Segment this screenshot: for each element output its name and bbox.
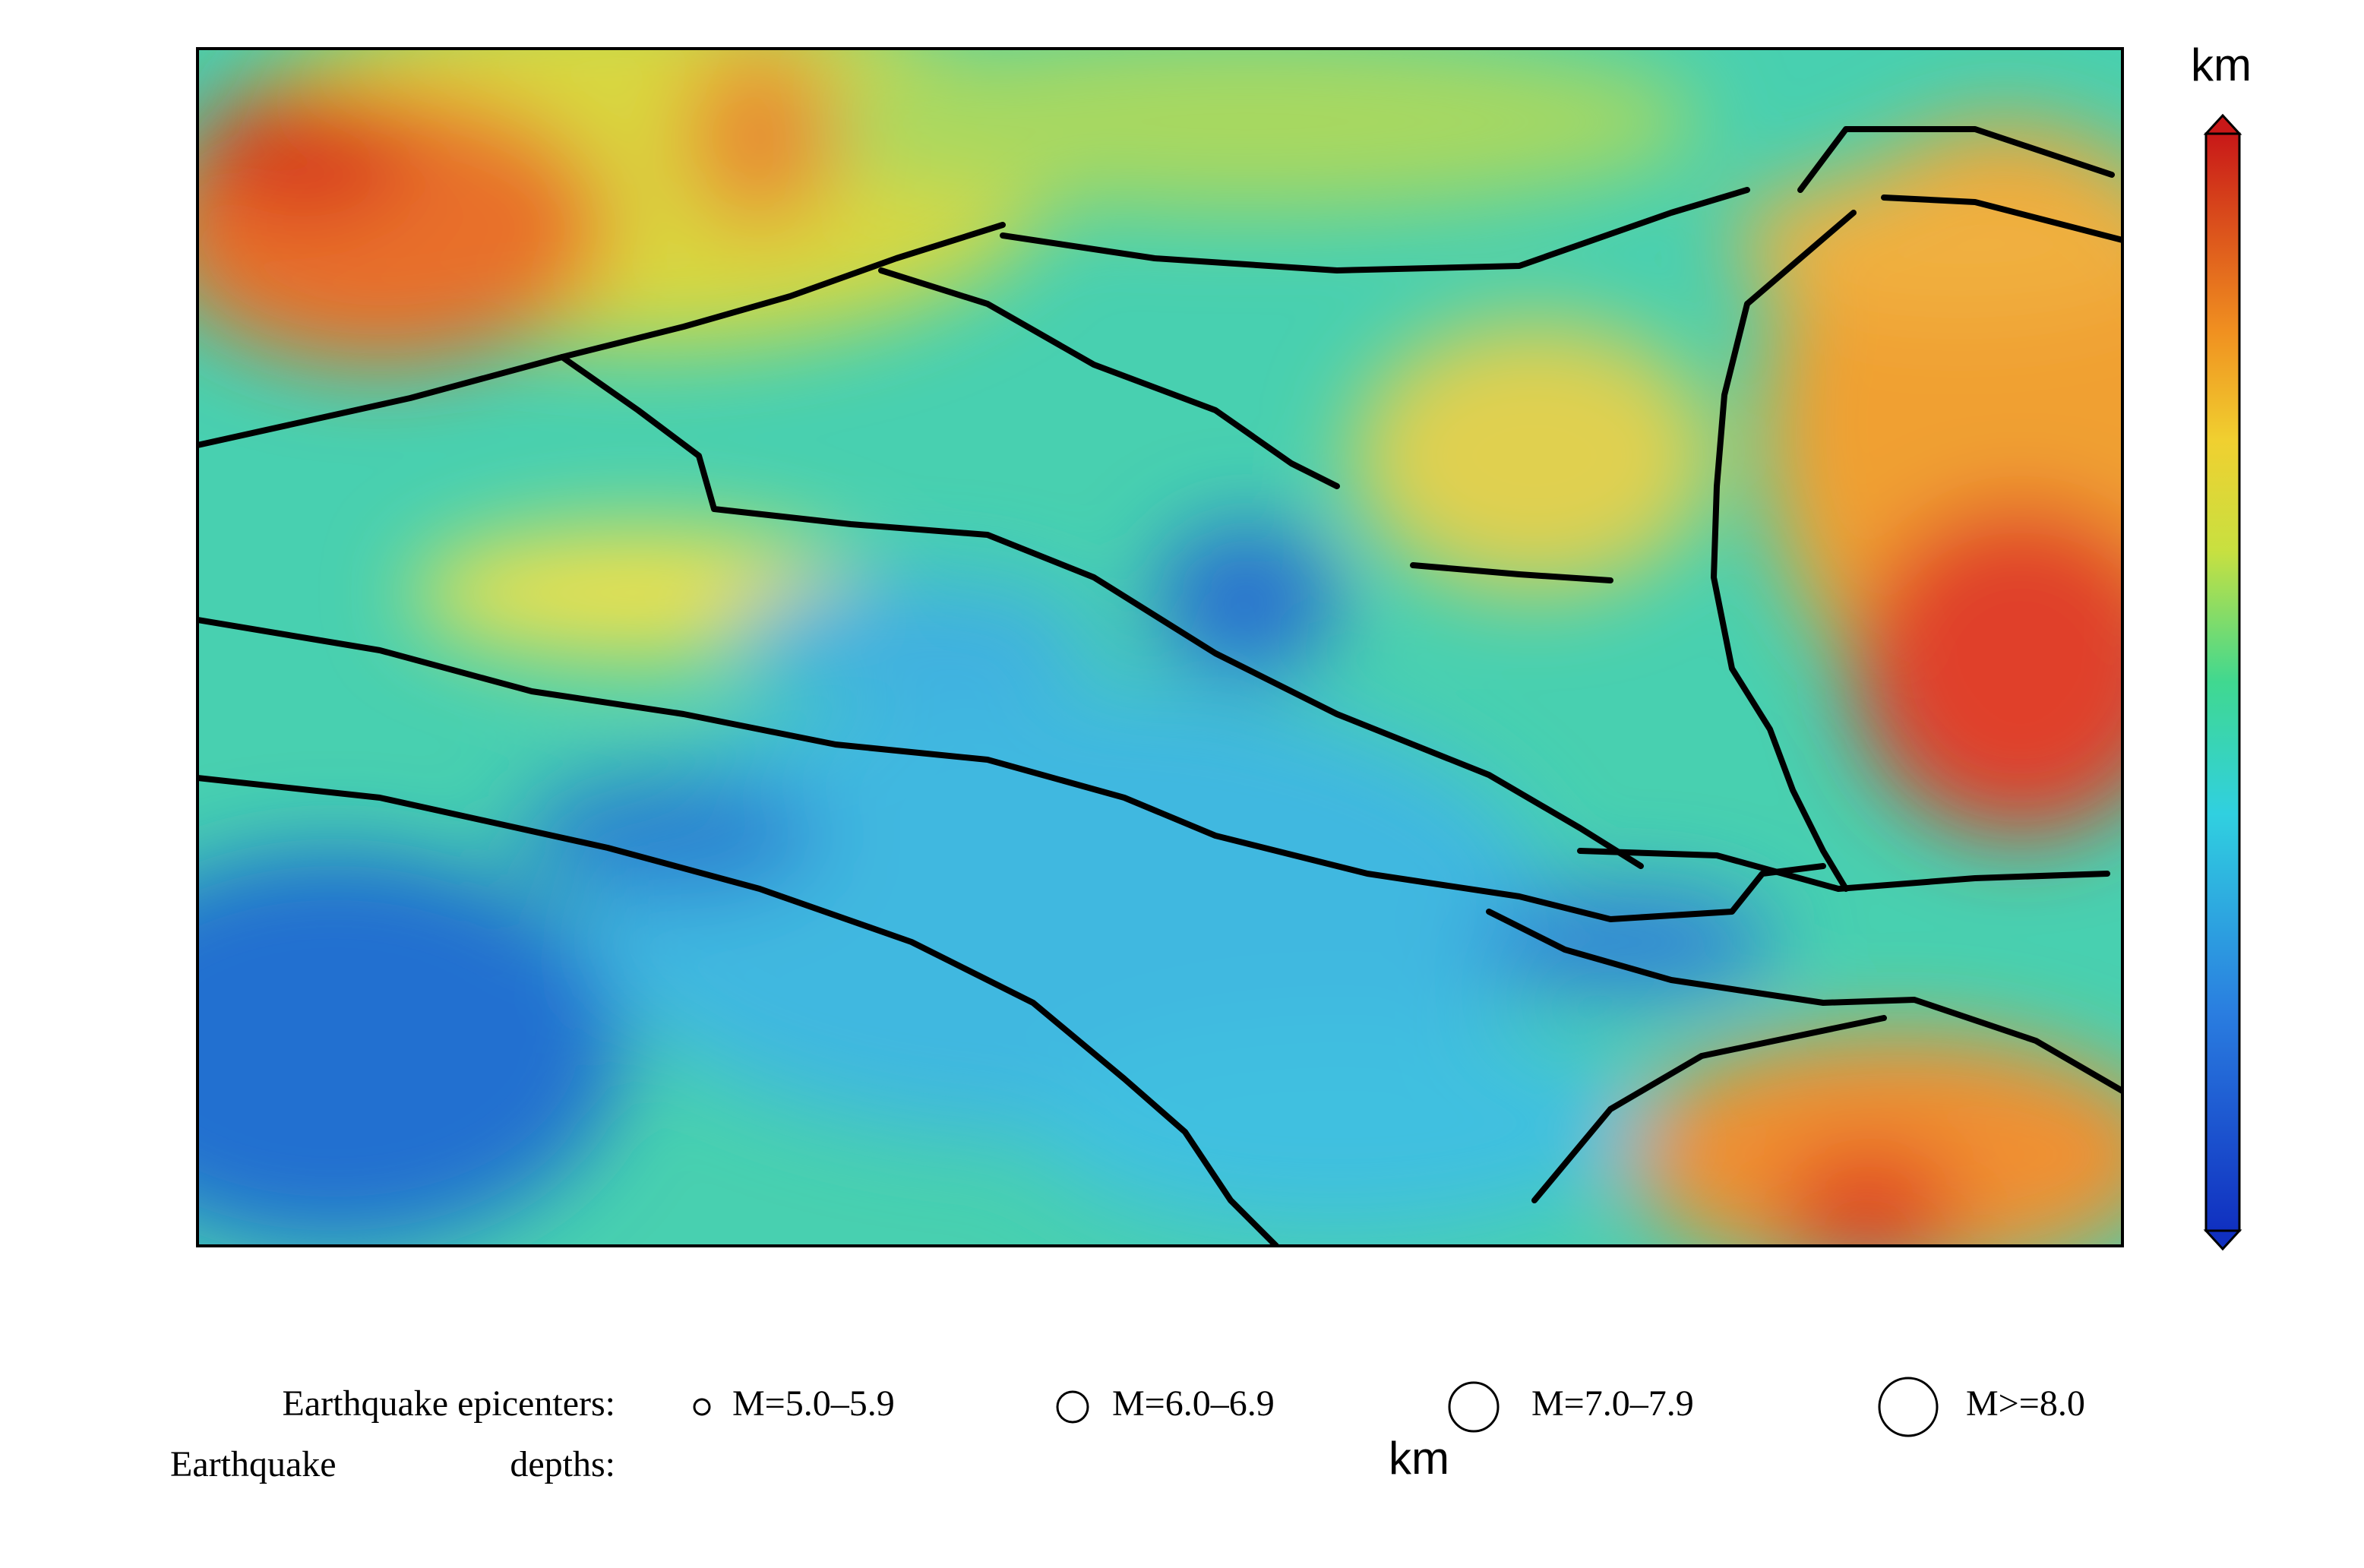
faults: [198, 126, 2122, 1246]
magnitude-symbol: [1448, 1381, 1500, 1433]
magnitude-label: M>=8.0: [1966, 1383, 2085, 1424]
fault: [198, 775, 1279, 1246]
magnitude-symbol: [1056, 1390, 1089, 1424]
magnitude-label: M=5.0–5.9: [732, 1383, 895, 1424]
fault: [1531, 1015, 1887, 1203]
fault: [878, 267, 1340, 489]
fault: [1744, 210, 1857, 307]
legend-title: depths:: [510, 1444, 615, 1484]
legend-title: Earthquake: [170, 1444, 337, 1484]
crust-thickness-field: [198, 49, 2122, 1246]
fault: [1000, 187, 1750, 273]
fault: [198, 617, 1826, 922]
fault: [1410, 562, 1613, 583]
fault: [1711, 301, 1849, 892]
magnitude-label: M=7.0–7.9: [1531, 1383, 1694, 1424]
map-frame: [196, 47, 2124, 1247]
colorbar-label: km: [2191, 40, 2252, 90]
colorbar-ramp: [2204, 132, 2241, 1232]
fault: [1577, 848, 2110, 892]
magnitude-symbol: [693, 1398, 711, 1416]
magnitude-symbol: [1878, 1377, 1939, 1437]
colorbar: km: [2191, 40, 2252, 1251]
legend-title: Earthquake epicenters:: [283, 1383, 615, 1424]
colorbar-arrow: [2203, 1229, 2242, 1251]
colorbar-arrow: [2203, 113, 2242, 135]
fault: [1486, 909, 2122, 1094]
magnitude-label: M=6.0–6.9: [1112, 1383, 1275, 1424]
fault: [1881, 194, 2122, 243]
legend: Earthquake epicenters: M=5.0–5.9 M=6.0–6…: [170, 1377, 2085, 1484]
depth-unit: km: [1389, 1433, 1449, 1484]
fault: [559, 354, 1644, 869]
fault: [198, 222, 1006, 448]
fault: [1797, 126, 2115, 193]
